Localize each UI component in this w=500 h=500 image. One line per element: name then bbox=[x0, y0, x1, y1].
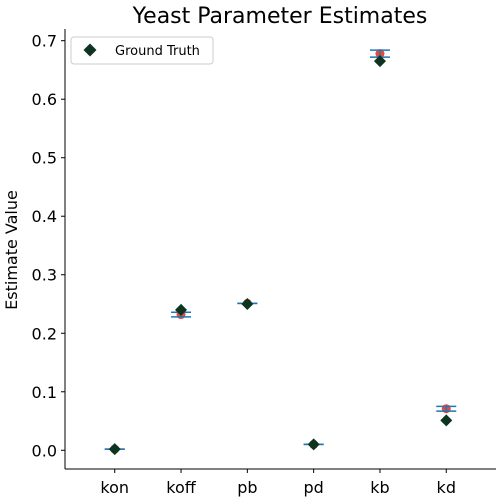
legend-box bbox=[70, 36, 214, 65]
x-tick-label: kon bbox=[100, 478, 129, 497]
x-tick-label: pb bbox=[237, 478, 257, 497]
y-tick-label: 0.7 bbox=[32, 32, 57, 51]
x-tick-label: koff bbox=[166, 478, 196, 497]
y-tick-label: 0.2 bbox=[32, 324, 57, 343]
y-tick-label: 0.4 bbox=[32, 207, 57, 226]
ground-truth-point bbox=[307, 438, 320, 451]
chart-title: Yeast Parameter Estimates bbox=[132, 4, 428, 29]
ground-truth-point bbox=[108, 443, 121, 456]
y-tick-label: 0.3 bbox=[32, 266, 57, 285]
y-tick-label: 0.0 bbox=[32, 441, 57, 460]
y-ticks: 0.0 0.1 0.2 0.3 0.4 0.5 0.6 0.7 bbox=[32, 32, 65, 460]
y-tick-label: 0.5 bbox=[32, 149, 57, 168]
x-ticks: kon koff pb pd kb kd bbox=[100, 469, 456, 497]
x-tick-label: kd bbox=[437, 478, 456, 497]
x-tick-label: kb bbox=[370, 478, 389, 497]
plot-area bbox=[104, 49, 457, 456]
x-tick-label: pd bbox=[303, 478, 323, 497]
ground-truth-point bbox=[175, 303, 188, 316]
y-axis-label: Estimate Value bbox=[2, 190, 21, 310]
ground-truth-point bbox=[241, 298, 254, 310]
legend-label-ground-truth: Ground Truth bbox=[115, 44, 200, 59]
ground-truth-point bbox=[373, 55, 386, 68]
y-tick-label: 0.6 bbox=[32, 90, 57, 109]
legend: Ground Truth bbox=[70, 36, 214, 65]
y-tick-label: 0.1 bbox=[32, 383, 57, 402]
ground-truth-point bbox=[440, 414, 453, 427]
legend-diamond-marker bbox=[83, 43, 97, 57]
